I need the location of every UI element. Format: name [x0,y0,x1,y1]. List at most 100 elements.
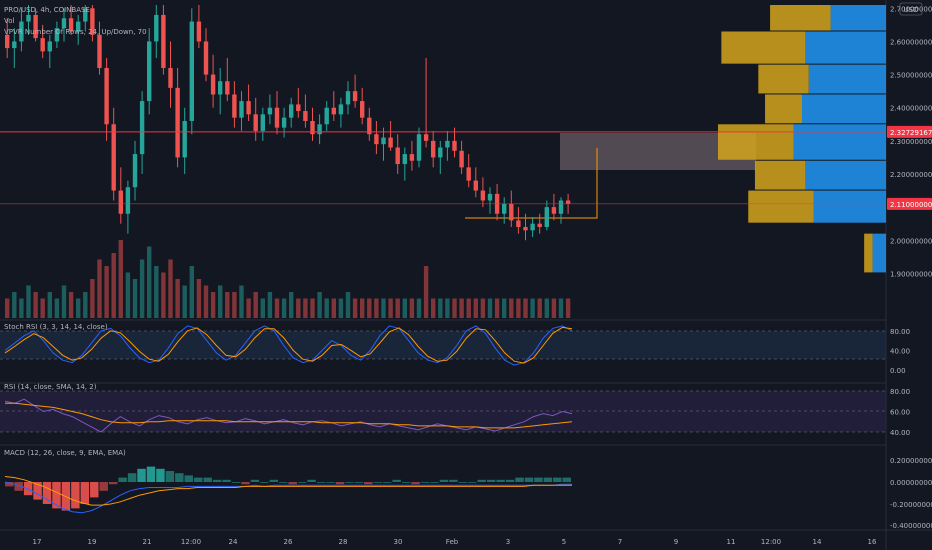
price-tag-box [887,125,932,138]
candle-body [360,101,365,118]
volume-bar [232,292,237,318]
rsi-tick-label: 60.00 [890,409,910,417]
candle-body [310,120,315,135]
time-tick-label: 30 [394,538,403,546]
candle-body [182,120,187,158]
volume-bar [324,298,329,318]
currency-badge[interactable] [899,2,923,16]
macd-hist-bar [23,482,33,496]
macd-hist-bar [127,473,137,482]
volume-bar [90,279,95,318]
currency-badge-label: USD [904,6,919,14]
candle-body [132,154,138,188]
macd-hist-bar [194,477,203,482]
price-tick-label: 2.20000000 [890,171,932,179]
candle-body [175,87,180,158]
candle-body [26,14,31,22]
volume-legend[interactable]: Vol [4,17,15,25]
vp-up-bar [805,31,886,64]
candle-body [473,180,478,191]
rsi-sma-line [5,402,573,429]
projection-line[interactable] [465,148,598,219]
volume-bar [54,298,60,318]
volume-bar [303,298,308,318]
volume-bar [253,292,258,318]
macd-hist-bar [515,477,524,482]
time-tick-label: 28 [339,538,348,546]
macd-hist-bar [401,482,411,483]
volume-bar [147,246,152,318]
volume-bar [317,292,322,318]
macd-hist-bar [260,482,269,483]
macd-hist-bar [241,482,250,485]
volume-bar [274,298,280,318]
volume-bar [544,298,549,318]
volume-bar [466,298,471,318]
macd-hist-bar [383,482,392,483]
volume-bar [33,292,38,318]
price-tick-label: 1.90000000 [890,270,932,278]
candle-body [388,137,393,148]
macd-legend[interactable]: MACD (12, 26, close, 9, EMA, EMA) [4,449,126,457]
macd-hist-bar [288,482,297,485]
candle-body [111,124,116,191]
candle-body [161,14,166,68]
candle-body [423,134,429,141]
symbol-legend[interactable]: PRO/USD, 4h, COINBASE [4,6,90,14]
macd-hist-bar [99,482,108,491]
time-tick-label: 17 [33,538,42,546]
macd-hist-bar [326,482,335,483]
candle-body [452,140,457,151]
candle-body [196,21,202,42]
volume-bar [111,253,116,318]
volume-bar [5,298,10,318]
macd-hist-bar [156,468,165,482]
vp-up-bar [802,94,886,124]
stoch-tick-label: 40.00 [890,347,910,355]
candle-body [317,124,322,135]
candle-body [97,34,102,68]
candle-body [154,14,159,42]
volume-bar [12,292,17,318]
macd-hist-bar [222,479,231,482]
rsi-tick-label: 40.00 [890,429,910,437]
volume-bar [423,266,429,318]
volume-bar [388,298,393,318]
macd-hist-bar [430,482,439,483]
volume-bar [502,298,507,318]
vpvr-legend[interactable]: VPVR Number Of Rows, 24, Up/Down, 70 [4,28,147,36]
volume-bar [310,298,315,318]
time-axis[interactable]: 17 19 21 12:00 24 26 28 30 Feb 3 5 7 9 11 12:00 14 16 [33,538,877,546]
volume-bar [402,298,407,318]
time-tick-label: 12:00 [181,538,201,546]
price-tags: 2.32729167 2.11000000 [887,125,932,210]
time-tick-label: 11 [727,538,736,546]
price-tag-label: 2.11000000 [890,201,932,209]
candle-body [502,203,507,214]
macd-hist-bar [449,479,458,482]
volume-bar [416,298,422,318]
price-tick-label: 2.50000000 [890,72,932,80]
rsi-legend[interactable]: RSI (14, close, SMA, 14, 2) [4,383,97,391]
macd-hist-bar [14,482,23,491]
macd-hist-bar [118,477,127,482]
volume-bar [132,279,138,318]
macd-hist-bar [468,482,477,483]
volume-bar [409,298,415,318]
volume-bar [473,298,478,318]
volume-bar [565,298,571,318]
volume-bar [494,298,500,318]
vp-up-bar [808,64,886,94]
volume-bar [281,298,287,318]
volume-bar [296,298,301,318]
volume-bar [487,298,493,318]
stoch-legend[interactable]: Stoch RSI (3, 3, 14, 14, close) [4,323,108,331]
macd-hist-bar [42,482,52,504]
candle-body [516,220,521,228]
candle-body [168,67,173,88]
candle-body [189,21,194,121]
candle-body [565,200,571,204]
price-axis[interactable]: 2.70000000 2.60000000 2.50000000 2.40000000… [890,5,932,278]
candle-body [225,81,230,95]
